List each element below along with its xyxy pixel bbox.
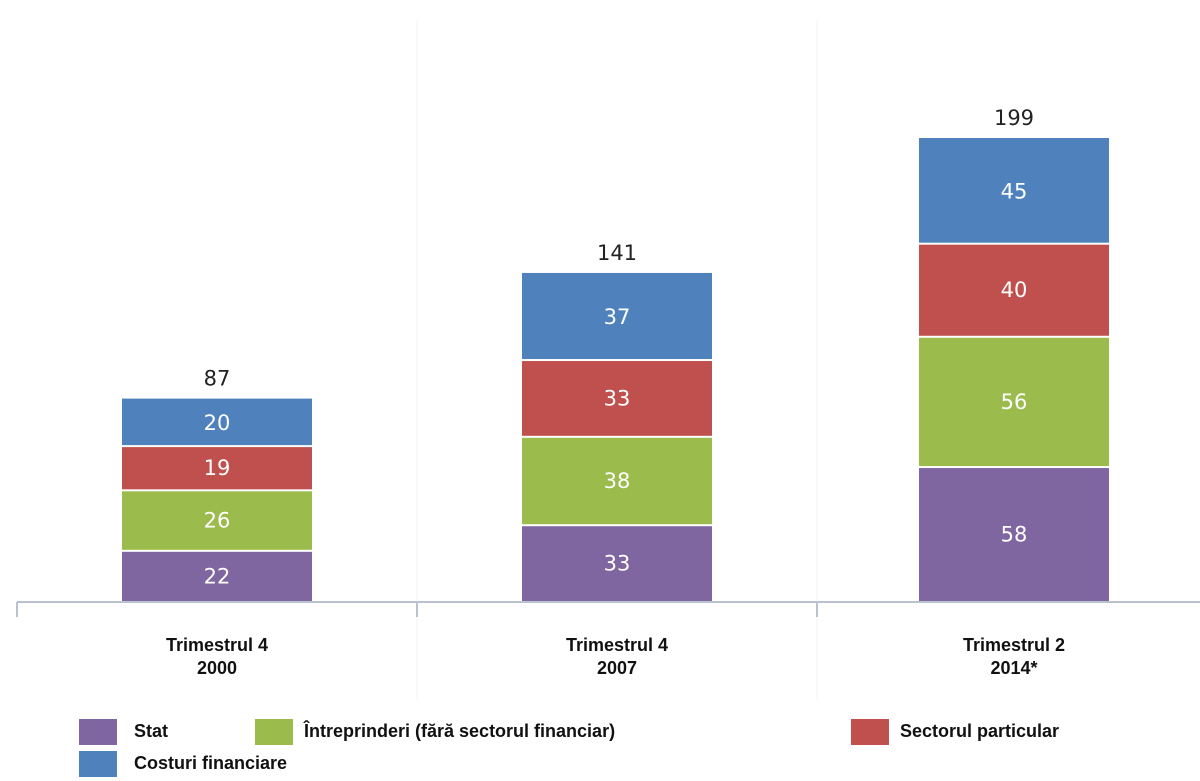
- bar-value-label: 33: [604, 552, 631, 576]
- bar-segment-0-2: [122, 447, 312, 490]
- bar-segment-0-3: [122, 398, 312, 446]
- bar-value-label: 20: [204, 411, 231, 435]
- bar-segment-2-1: [919, 337, 1109, 467]
- bar-value-label: 58: [1001, 523, 1028, 547]
- x-tick-label-line: Trimestrul 4: [565, 635, 669, 655]
- bar-segment-1-1: [522, 437, 712, 525]
- bar-value-label: 22: [204, 564, 231, 588]
- bar-value-label: 19: [204, 456, 231, 480]
- legend-swatch: [79, 719, 117, 745]
- bar-value-label: 40: [1001, 278, 1028, 302]
- bar-value-label: 45: [1001, 179, 1028, 203]
- legend-label: Stat: [134, 721, 169, 741]
- x-tick-label-line: Trimestrul 2: [962, 635, 1066, 655]
- x-tick-label-line: Trimestrul 4: [165, 635, 269, 655]
- x-tick-label: Trimestrul 4 2000: [117, 634, 317, 680]
- x-tick-label: Trimestrul 4 2007: [517, 634, 717, 680]
- bar-value-label: 38: [604, 469, 631, 493]
- bar-value-label: 56: [1001, 390, 1028, 414]
- bar-value-label: 26: [204, 509, 231, 533]
- bar-segment-1-2: [522, 361, 712, 436]
- bar-segment-0-0: [122, 551, 312, 601]
- bar-segment-0-1: [122, 491, 312, 550]
- legend-label: Sectorul particular: [900, 721, 1060, 741]
- bar-total-label: 141: [597, 241, 637, 265]
- x-tick-label: Trimestrul 2 2014*: [914, 634, 1114, 680]
- x-tick-label-line: 2007: [596, 658, 638, 678]
- bar-segment-2-3: [919, 138, 1109, 243]
- bar-segment-1-0: [522, 526, 712, 601]
- x-tick-label-line: 2000: [196, 658, 238, 678]
- legend-label: Costuri financiare: [134, 753, 288, 773]
- bar-total-label: 87: [204, 367, 231, 391]
- bar-value-label: 33: [604, 386, 631, 410]
- legend-swatch: [851, 719, 889, 745]
- legend-swatch: [79, 751, 117, 777]
- bar-segment-2-2: [919, 244, 1109, 336]
- x-tick-label-line: 2014*: [990, 658, 1038, 678]
- legend-label: Întreprinderi (fără sectorul financiar): [304, 721, 616, 741]
- bar-segment-2-0: [919, 468, 1109, 601]
- bar-total-label: 199: [994, 106, 1034, 130]
- bar-segment-1-3: [522, 272, 712, 360]
- bar-value-label: 37: [604, 305, 631, 329]
- legend-swatch: [255, 719, 293, 745]
